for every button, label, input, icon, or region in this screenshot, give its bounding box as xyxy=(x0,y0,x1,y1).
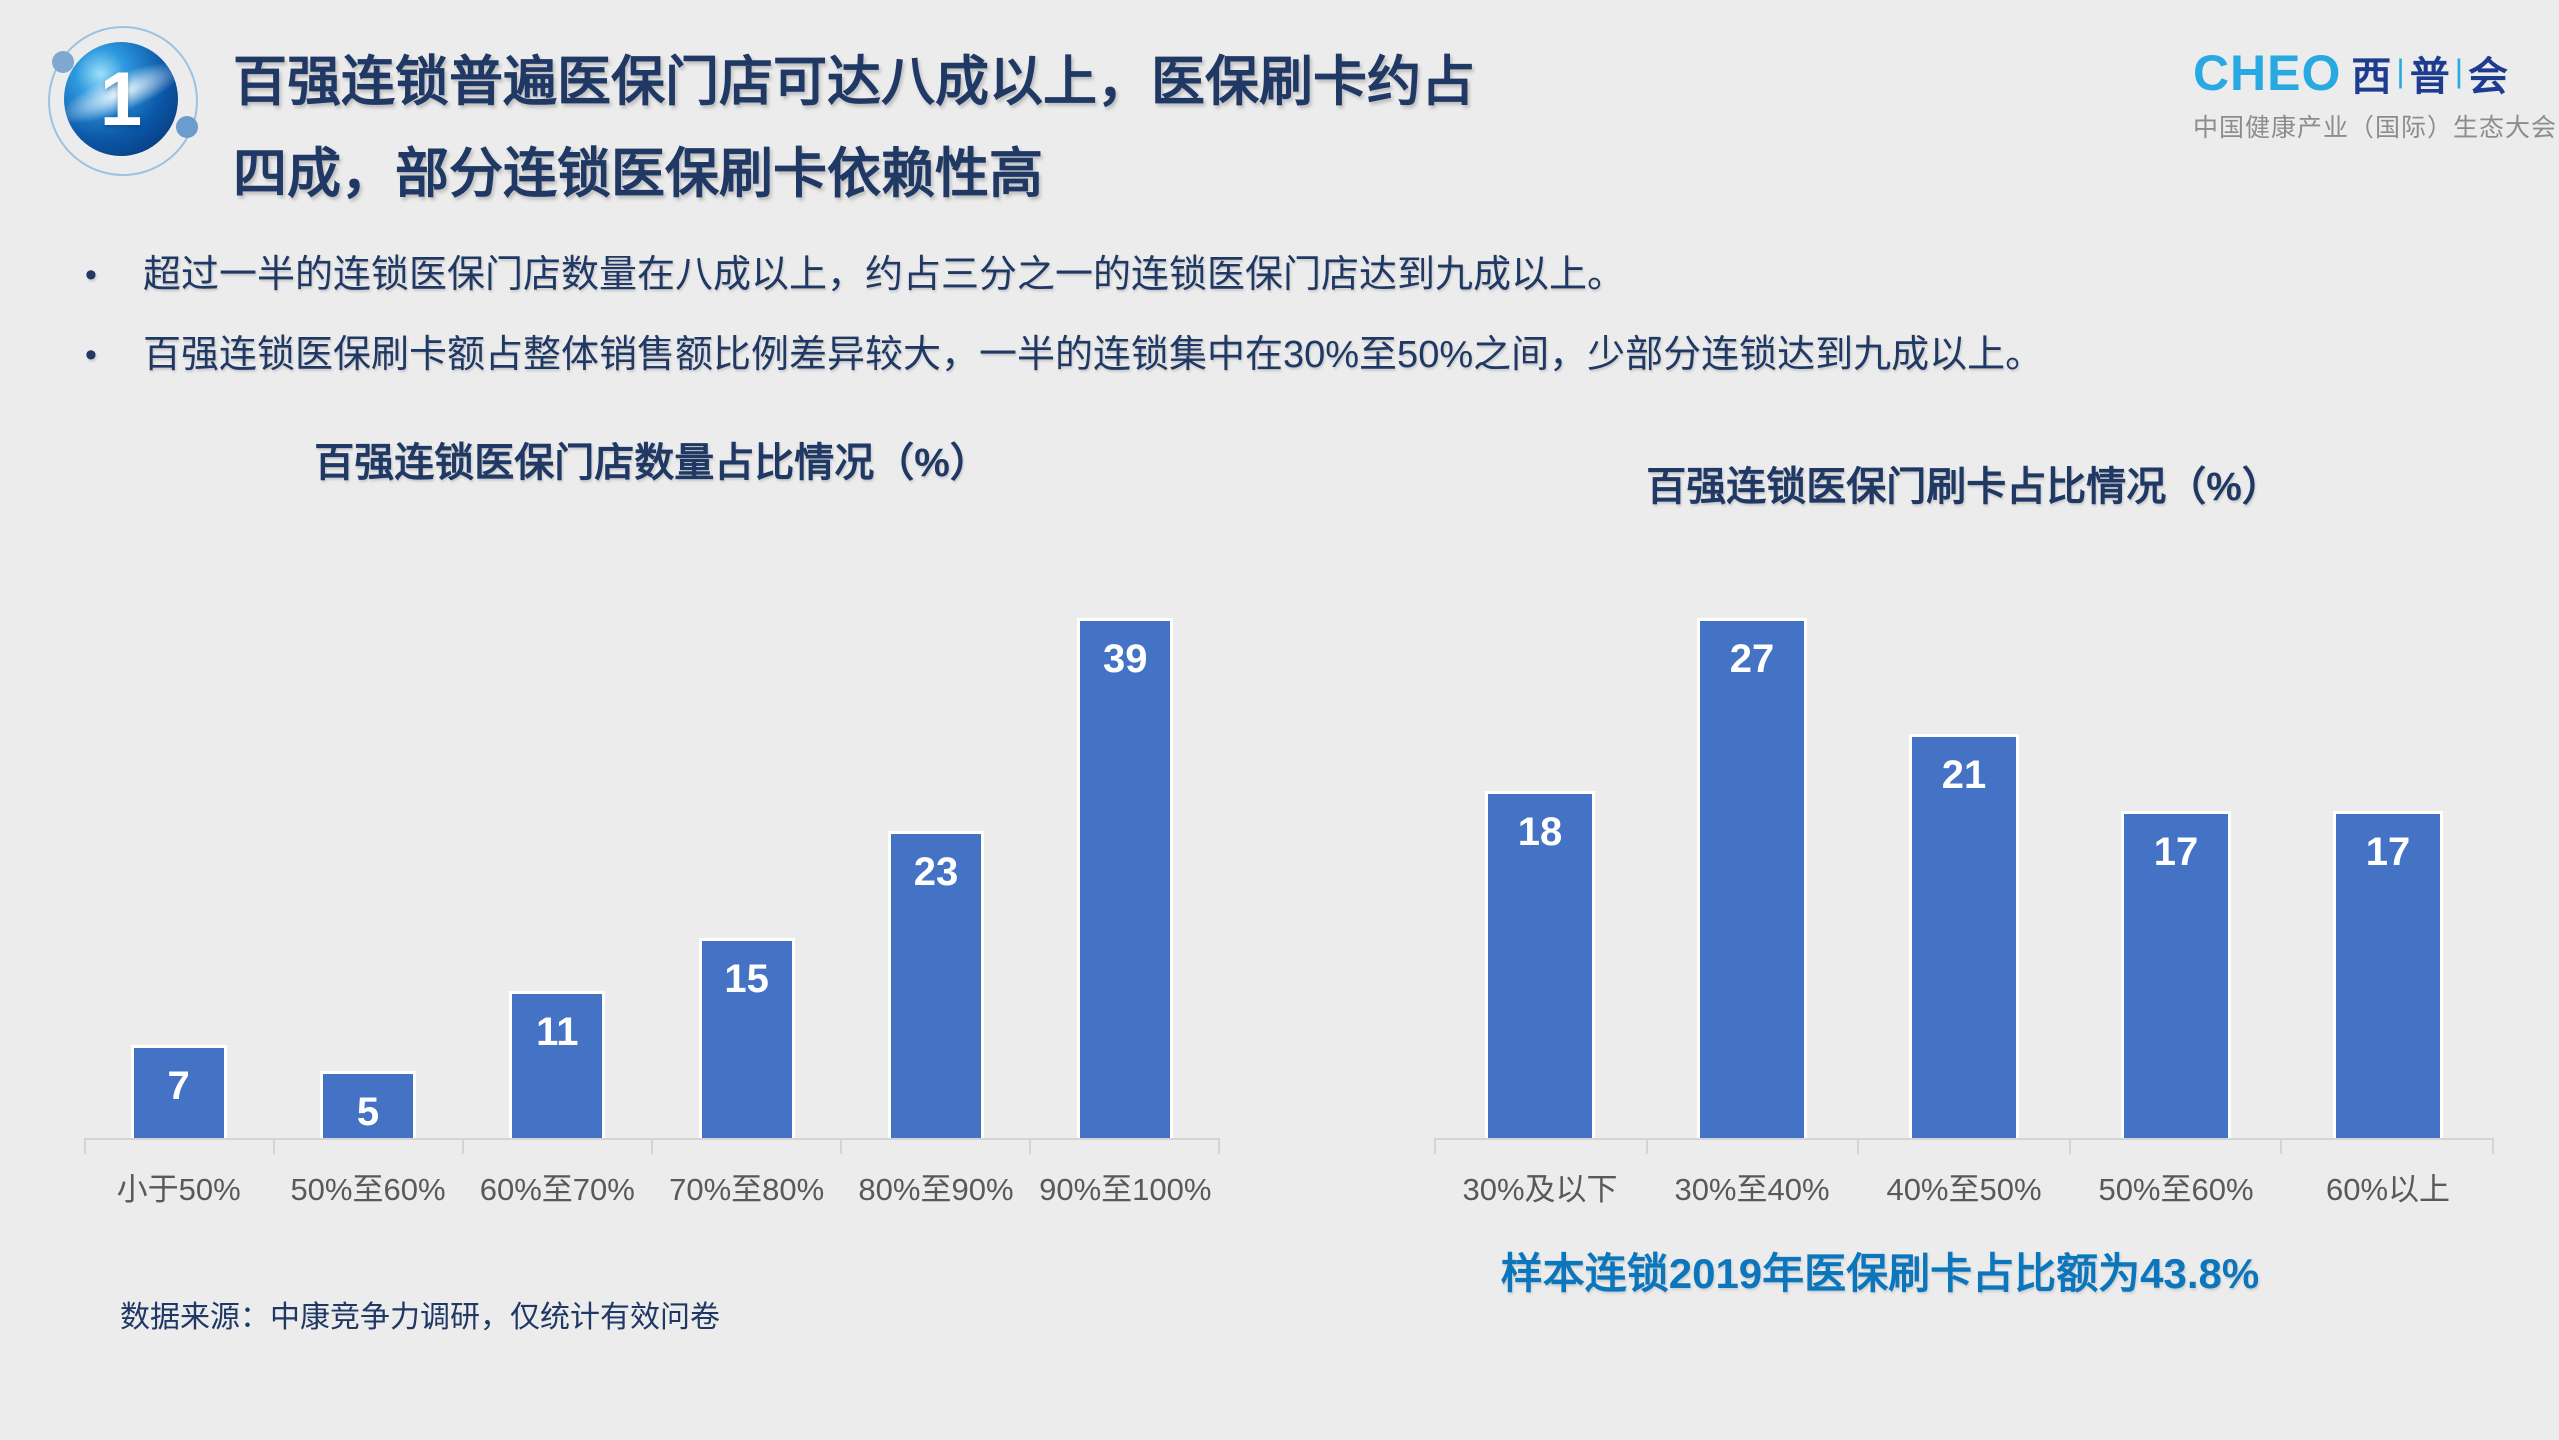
badge-orbit-ring xyxy=(48,26,198,176)
x-axis-label: 60%以上 xyxy=(2325,1172,2451,1207)
bar-slot: 5 xyxy=(273,618,462,1138)
bar-slot: 17 xyxy=(2282,618,2494,1138)
x-axis-label: 50%至60% xyxy=(2098,1172,2254,1207)
x-axis-label: 50%至60% xyxy=(290,1172,446,1207)
x-axis-label: 90%至100% xyxy=(1039,1172,1212,1207)
bar: 21 xyxy=(1909,733,2019,1138)
bullet-marker: • xyxy=(85,336,97,374)
bullet-text: 超过一半的连锁医保门店数量在八成以上，约占三分之一的连锁医保门店达到九成以上。 xyxy=(143,254,1626,296)
bar: 11 xyxy=(509,991,606,1138)
bar-slot: 23 xyxy=(841,618,1030,1138)
bar-slot: 15 xyxy=(652,618,841,1138)
x-axis-label: 70%至80% xyxy=(669,1172,825,1207)
bar-value-label: 27 xyxy=(1729,637,1775,681)
page-title: 百强连锁普遍医保门店可达八成以上，医保刷卡约占 四成，部分连锁医保刷卡依赖性高 xyxy=(233,36,2083,220)
bar-slot: 17 xyxy=(2070,618,2282,1138)
x-axis-label: 80%至90% xyxy=(858,1172,1014,1207)
bar-value-label: 23 xyxy=(913,850,959,895)
axis-tick xyxy=(2068,1140,2281,1154)
bar: 18 xyxy=(1485,791,1595,1138)
axis-tick xyxy=(84,1140,273,1154)
axis-tick xyxy=(1029,1140,1218,1154)
left-chart-title: 百强连锁医保门店数量占比情况（%） xyxy=(314,441,990,485)
bar-value-label: 11 xyxy=(536,1010,579,1055)
bar-slot: 11 xyxy=(463,618,652,1138)
section-number-badge: 1 xyxy=(40,18,210,183)
bullet-list: • 超过一半的连锁医保门店数量在八成以上，约占三分之一的连锁医保门店达到九成以上… xyxy=(85,252,2515,412)
bar-value-label: 17 xyxy=(2153,829,2199,874)
bar-slot: 39 xyxy=(1031,618,1220,1138)
logo-latin-text: CHEO xyxy=(2192,45,2342,101)
bar: 27 xyxy=(1697,618,1807,1138)
axis-tick xyxy=(1434,1140,1646,1154)
axis-tick xyxy=(462,1140,651,1154)
x-axis-label: 60%至70% xyxy=(479,1172,635,1207)
bar-value-label: 18 xyxy=(1517,810,1563,855)
logo-cjk-char: 西 xyxy=(2351,55,2392,99)
bar: 5 xyxy=(319,1071,416,1138)
bar-value-label: 21 xyxy=(1941,752,1987,797)
bar-slot: 18 xyxy=(1434,618,1646,1138)
bullet-item: • 超过一半的连锁医保门店数量在八成以上，约占三分之一的连锁医保门店达到九成以上… xyxy=(85,252,2515,298)
x-axis-label: 30%至40% xyxy=(1674,1172,1830,1207)
plot-area: 7 5 11 15 23 39 xyxy=(84,618,1220,1138)
x-axis-label: 小于50% xyxy=(116,1172,241,1207)
bar: 39 xyxy=(1077,618,1174,1138)
badge-number: 1 xyxy=(99,56,143,142)
left-bar-chart: 7 5 11 15 23 39 小于50% 50%至60% 60%至70% 70%至80% 80%… xyxy=(84,618,1220,1209)
x-axis-ticks xyxy=(1434,1138,2494,1154)
page-title-line2: 四成，部分连锁医保刷卡依赖性高 xyxy=(233,144,1043,204)
badge-orbit-dot xyxy=(176,116,198,138)
axis-tick xyxy=(2280,1140,2492,1154)
bar-slot: 21 xyxy=(1858,618,2070,1138)
bar-value-label: 17 xyxy=(2365,829,2411,874)
bar: 15 xyxy=(698,938,795,1138)
logo-separator: | xyxy=(2396,52,2405,89)
x-axis-label: 30%及以下 xyxy=(1462,1172,1618,1207)
bullet-text: 百强连锁医保刷卡额占整体销售额比例差异较大，一半的连锁集中在30%至50%之间，… xyxy=(143,334,2044,376)
right-chart-title: 百强连锁医保门刷卡占比情况（%） xyxy=(1646,465,2282,509)
x-axis-label: 40%至50% xyxy=(1886,1172,2042,1207)
logo-wordmark: CHEO 西 | 普 | 会 xyxy=(2193,44,2508,102)
page-title-line1: 百强连锁普遍医保门店可达八成以上，医保刷卡约占 xyxy=(233,52,1475,112)
logo-cjk-char: 会 xyxy=(2468,55,2509,99)
axis-tick xyxy=(273,1140,462,1154)
axis-tick xyxy=(1645,1140,1858,1154)
bar: 17 xyxy=(2121,810,2231,1138)
bullet-marker: • xyxy=(85,256,97,294)
logo-separator: | xyxy=(2454,52,2464,89)
axis-tick xyxy=(840,1140,1029,1154)
axis-tick xyxy=(1857,1140,2069,1154)
logo-cjk-char: 普 xyxy=(2409,55,2450,99)
logo-subtitle: 中国健康产业（国际）生态大会 xyxy=(2193,114,2558,142)
bar-value-label: 7 xyxy=(167,1063,190,1108)
bar-slot: 7 xyxy=(84,618,273,1138)
axis-tick xyxy=(651,1140,840,1154)
bar-slot: 27 xyxy=(1646,618,1858,1138)
bar: 17 xyxy=(2333,810,2443,1138)
x-axis-labels: 30%及以下 30%至40% 40%至50% 50%至60% 60%以上 xyxy=(1434,1164,2494,1209)
plot-area: 18 27 21 17 17 xyxy=(1434,618,2494,1138)
badge-sphere: 1 xyxy=(64,42,178,156)
x-axis-ticks xyxy=(84,1138,1220,1154)
bar-value-label: 15 xyxy=(724,957,769,1002)
bullet-item: • 百强连锁医保刷卡额占整体销售额比例差异较大，一半的连锁集中在30%至50%之… xyxy=(85,332,2515,378)
data-source-note: 数据来源：中康竞争力调研，仅统计有效问卷 xyxy=(120,1301,720,1334)
bar-value-label: 39 xyxy=(1103,637,1148,681)
right-bar-chart: 18 27 21 17 17 30%及以下 30%至40% 40%至50% 50%至60% 60… xyxy=(1434,618,2494,1209)
annotation-highlight: 样本连锁2019年医保刷卡占比额为43.8% xyxy=(1500,1250,2260,1297)
bar: 23 xyxy=(887,831,984,1138)
cheo-logo: CHEO 西 | 普 | 会 中国健康产业（国际）生态大会 xyxy=(2193,44,2558,144)
bar: 7 xyxy=(130,1044,227,1138)
badge-orbit-dot xyxy=(52,51,74,73)
bar-value-label: 5 xyxy=(356,1090,380,1135)
x-axis-labels: 小于50% 50%至60% 60%至70% 70%至80% 80%至90% 90%至100… xyxy=(84,1164,1220,1209)
